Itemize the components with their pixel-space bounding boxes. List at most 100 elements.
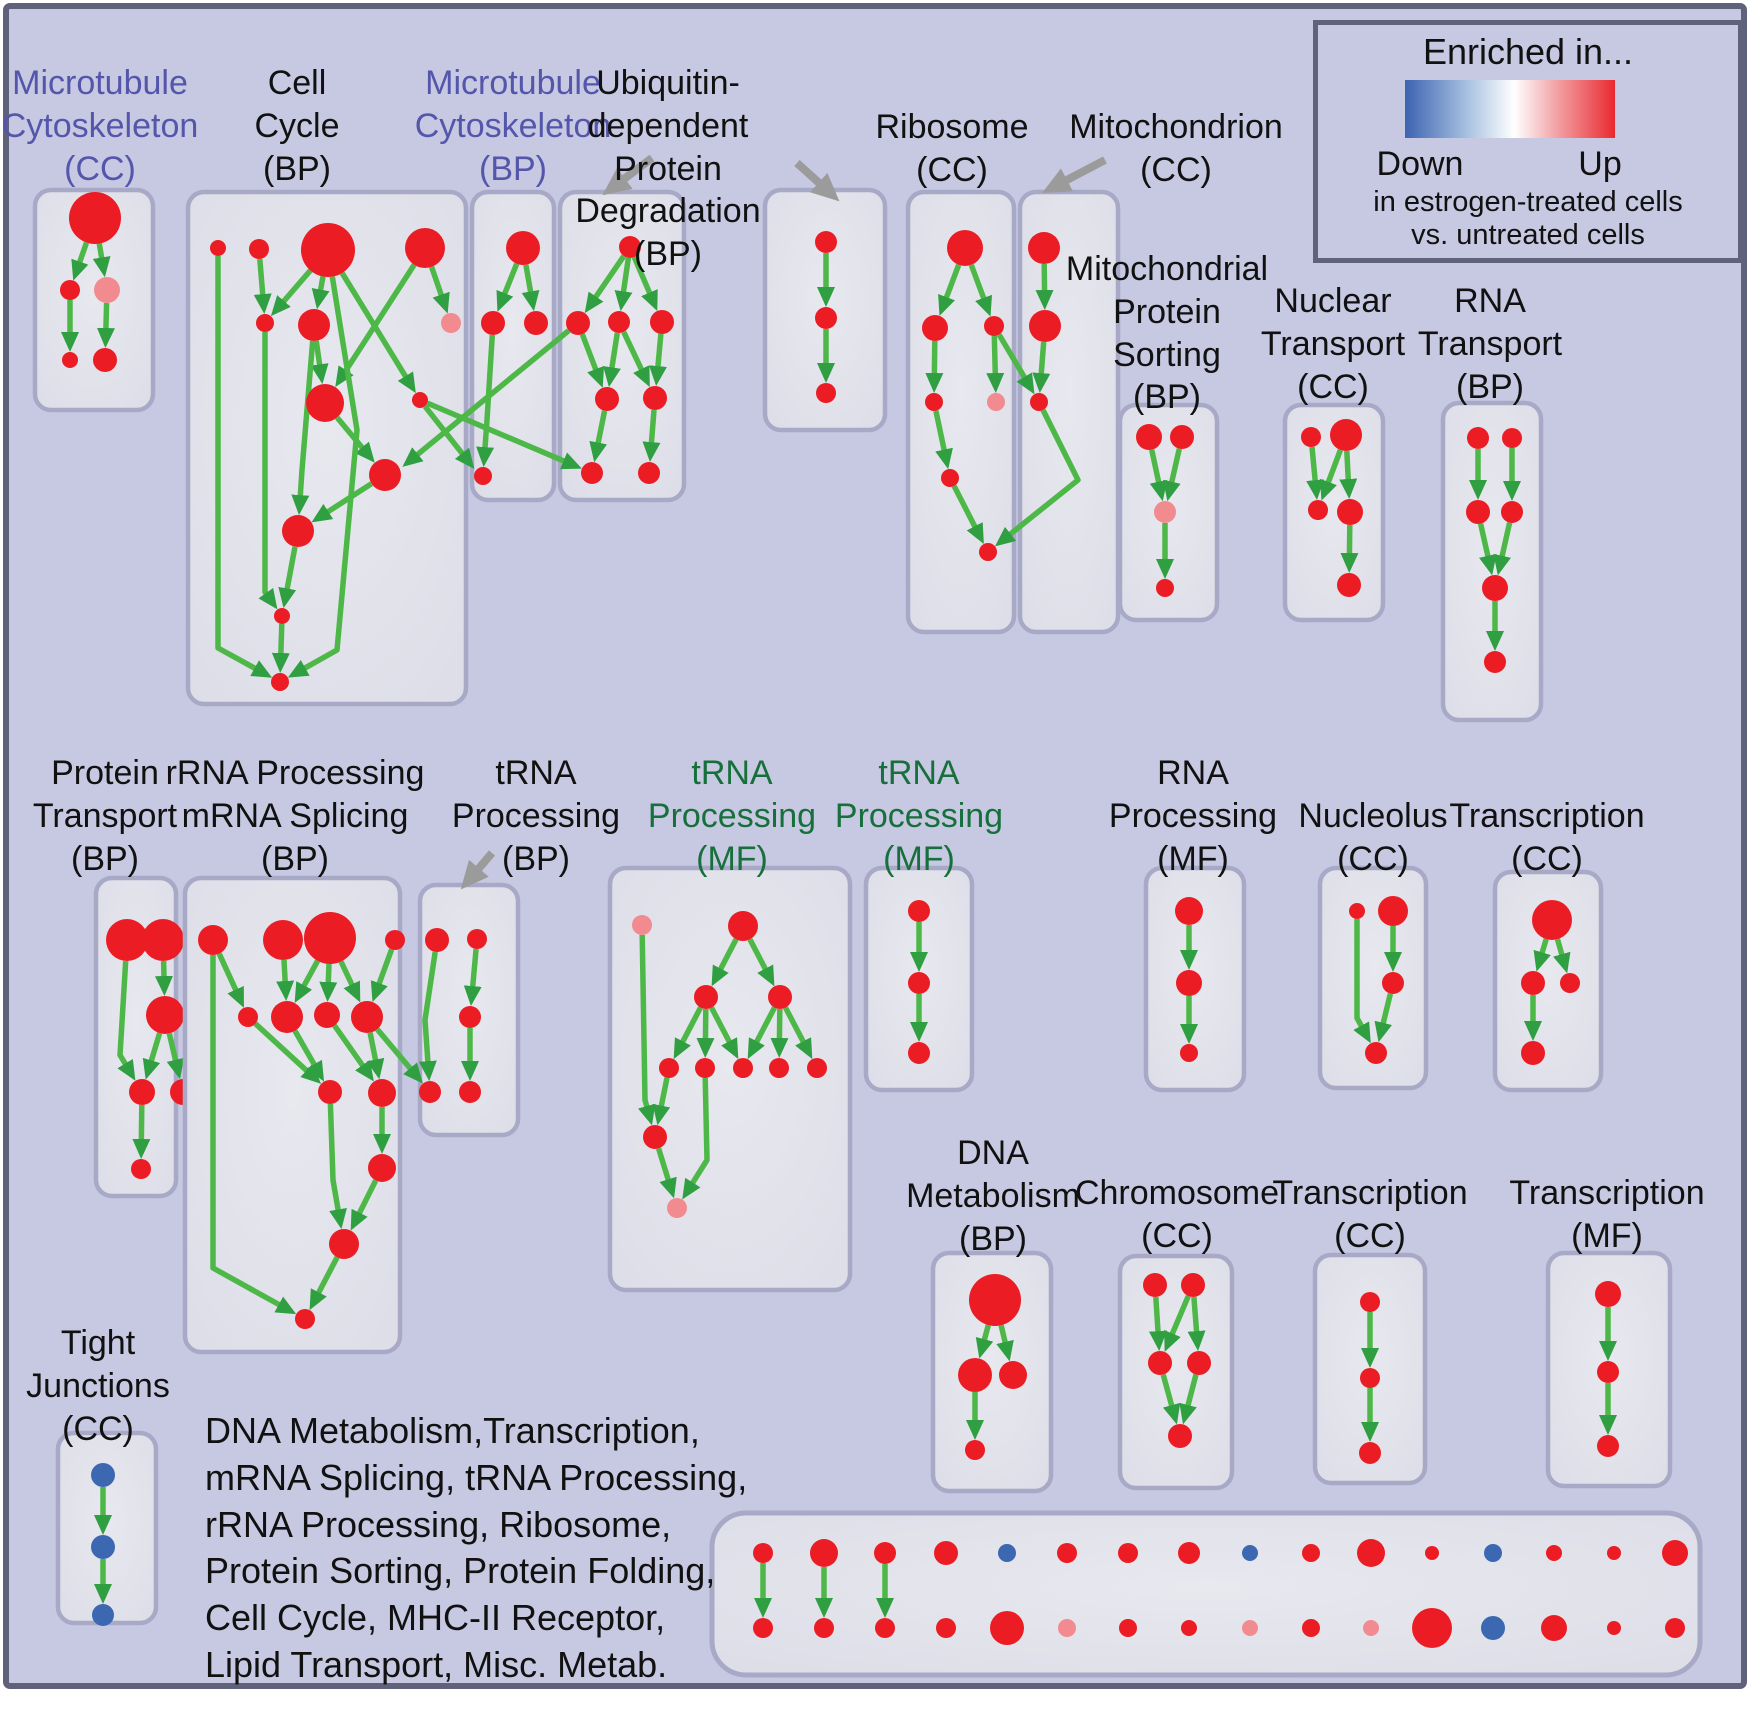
cluster-box-chromosome-cc — [1117, 1253, 1235, 1491]
node-rrna-processing-mrna-splicing-3 — [385, 930, 405, 950]
node-trna-processing-bp-4 — [459, 1081, 481, 1103]
edge-arrow — [271, 623, 290, 673]
node-trna-processing-mf-large-3 — [768, 985, 792, 1009]
node-misc-bottom-2 — [875, 1618, 895, 1638]
node-ribosome-cc-1 — [922, 315, 948, 341]
node-misc-top-5 — [1057, 1543, 1077, 1563]
edge-arrow — [933, 410, 953, 470]
node-trna-processing-bp-3 — [419, 1081, 441, 1103]
edge-arrow — [71, 241, 90, 281]
edge-arrow — [311, 481, 373, 523]
edge-arrow — [637, 934, 656, 1126]
legend-title: Enriched in... — [1422, 31, 1634, 72]
label-pointer-arrow — [794, 160, 840, 202]
node-nuclear-transport-2 — [1308, 500, 1328, 520]
node-chromosome-cc-0 — [1143, 1273, 1167, 1297]
node-rrna-processing-mrna-splicing-7 — [351, 1001, 383, 1033]
node-ubiquitin-bp-main-3 — [650, 310, 674, 334]
node-misc-top-8 — [1242, 1545, 1258, 1561]
node-mito-protein-sorting-0 — [1136, 424, 1162, 450]
node-mito-protein-sorting-1 — [1170, 425, 1194, 449]
node-nuclear-transport-4 — [1337, 573, 1361, 597]
node-microtubule-bp-1 — [481, 311, 505, 335]
node-rna-transport-4 — [1482, 575, 1508, 601]
node-nucleolus-cc-3 — [1365, 1042, 1387, 1064]
edge-arrow — [216, 952, 244, 1008]
node-misc-top-6 — [1118, 1543, 1138, 1563]
node-mitochondrion-cc-1 — [1029, 310, 1061, 342]
node-trna-processing-mf-large-6 — [733, 1058, 753, 1078]
node-tight-junctions-2 — [92, 1604, 114, 1626]
cluster-trna-processing-mf-large — [607, 865, 853, 1293]
edge-arrow — [1149, 449, 1168, 502]
node-microtubule-cc-3 — [62, 352, 78, 368]
node-mito-protein-sorting-3 — [1156, 579, 1174, 597]
edge-arrow — [278, 546, 298, 609]
cluster-ubiquitin-bp-2 — [762, 187, 888, 433]
cluster-nuclear-transport — [1282, 402, 1386, 623]
edge-arrow — [258, 332, 278, 610]
edge-arrow — [418, 951, 438, 1082]
node-cell-cycle-bp-0 — [210, 240, 226, 256]
node-misc-top-15 — [1662, 1540, 1688, 1566]
node-ubiquitin-bp-2-2 — [816, 383, 836, 403]
node-ubiquitin-bp-main-4 — [595, 387, 619, 411]
node-rrna-processing-mrna-splicing-0 — [198, 925, 228, 955]
node-ubiquitin-bp-2-0 — [815, 231, 837, 253]
node-tight-junctions-1 — [91, 1535, 115, 1559]
node-transcription-mf-0 — [1595, 1281, 1621, 1307]
node-rna-processing-mf-1 — [1176, 970, 1202, 996]
node-misc-bottom-6 — [1119, 1619, 1137, 1637]
node-misc-top-4 — [998, 1544, 1016, 1562]
edge-arrow — [309, 1256, 340, 1311]
node-trna-processing-mf-large-4 — [659, 1058, 679, 1078]
node-nucleolus-cc-0 — [1349, 903, 1365, 919]
label-pointer-arrow — [1042, 156, 1107, 193]
cluster-cell-cycle-bp — [185, 189, 469, 707]
node-transcription-cc-row2-3 — [1521, 1041, 1545, 1065]
cross-edge-arrow — [375, 1027, 423, 1084]
node-rrna-processing-mrna-splicing-11 — [329, 1229, 359, 1259]
cluster-box-transcription-cc-row2 — [1492, 869, 1604, 1093]
node-cell-cycle-bp-11 — [274, 608, 290, 624]
cross-edge-arrow — [996, 333, 1035, 395]
edge-arrow — [132, 1104, 151, 1159]
node-chromosome-cc-4 — [1168, 1424, 1192, 1448]
node-rrna-processing-mrna-splicing-6 — [314, 1002, 340, 1028]
node-trna-processing-mf-large-2 — [694, 985, 718, 1009]
node-ubiquitin-bp-main-2 — [608, 311, 630, 333]
edge-arrow — [366, 1032, 385, 1080]
node-rna-transport-1 — [1502, 428, 1522, 448]
node-trna-processing-mf-small-0 — [908, 900, 930, 922]
node-ribosome-cc-3 — [925, 393, 943, 411]
cluster-rna-processing-mf — [1143, 865, 1247, 1093]
node-trna-processing-mf-small-1 — [908, 972, 930, 994]
node-trna-processing-mf-large-9 — [643, 1125, 667, 1149]
edge-arrow — [253, 1021, 322, 1084]
cluster-ribosome-cc — [905, 189, 1017, 635]
edge-arrow — [521, 264, 540, 312]
node-mitochondrion-cc-0 — [1028, 232, 1060, 264]
edge-arrow — [1032, 341, 1051, 394]
edge-arrow — [496, 262, 520, 312]
node-misc-bottom-5 — [1058, 1619, 1076, 1637]
node-trna-processing-mf-large-5 — [695, 1058, 715, 1078]
node-ubiquitin-bp-2-1 — [815, 307, 837, 329]
legend-gradient-bar — [1405, 80, 1615, 138]
cluster-dna-metabolism — [930, 1250, 1054, 1494]
edge-arrow — [584, 254, 627, 314]
node-misc-bottom-9 — [1302, 1619, 1320, 1637]
edge-arrow — [1374, 993, 1394, 1043]
edge-arrow — [350, 1179, 379, 1231]
node-misc-bottom-8 — [1242, 1620, 1258, 1636]
node-dna-metabolism-0 — [969, 1274, 1021, 1326]
edge-arrow — [652, 1077, 671, 1126]
edge-arrow — [327, 1103, 347, 1230]
edge-arrow — [747, 1006, 777, 1060]
edge-arrow — [294, 959, 321, 1003]
node-chromosome-cc-1 — [1181, 1273, 1205, 1297]
node-cell-cycle-bp-12 — [271, 673, 289, 691]
cluster-rrna-processing-mrna-splicing — [182, 875, 405, 1355]
node-transcription-mf-1 — [1597, 1361, 1619, 1383]
